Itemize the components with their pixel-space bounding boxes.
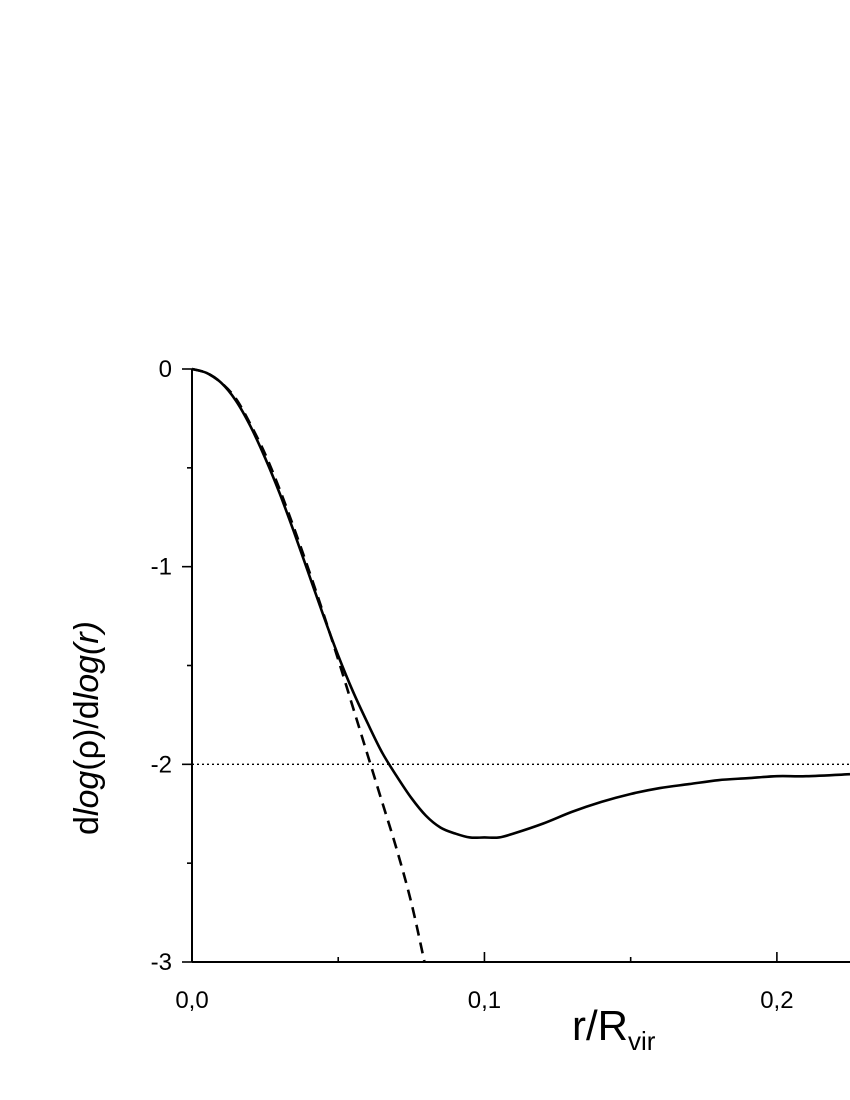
- x-tick-label: 0,0: [175, 987, 208, 1014]
- y-axis-label: dlog(ρ)/dlog(r): [68, 621, 106, 835]
- dashed-series-line: [191, 367, 426, 963]
- y-tick-label: 0: [159, 356, 172, 383]
- axes: [191, 369, 850, 963]
- y-tick-label: -1: [151, 554, 172, 581]
- ticks: 0,0 0,1 0,2 0 -1 -2 -3: [151, 356, 794, 1014]
- x-tick-label: 0,1: [468, 987, 501, 1014]
- y-tick-label: -3: [151, 949, 172, 976]
- y-tick-label: -2: [151, 751, 172, 778]
- plot-area: [191, 367, 850, 963]
- x-tick-label: 0,2: [760, 987, 793, 1014]
- solid-series-line: [191, 367, 850, 840]
- x-axis-label: r/Rvir: [572, 1002, 656, 1056]
